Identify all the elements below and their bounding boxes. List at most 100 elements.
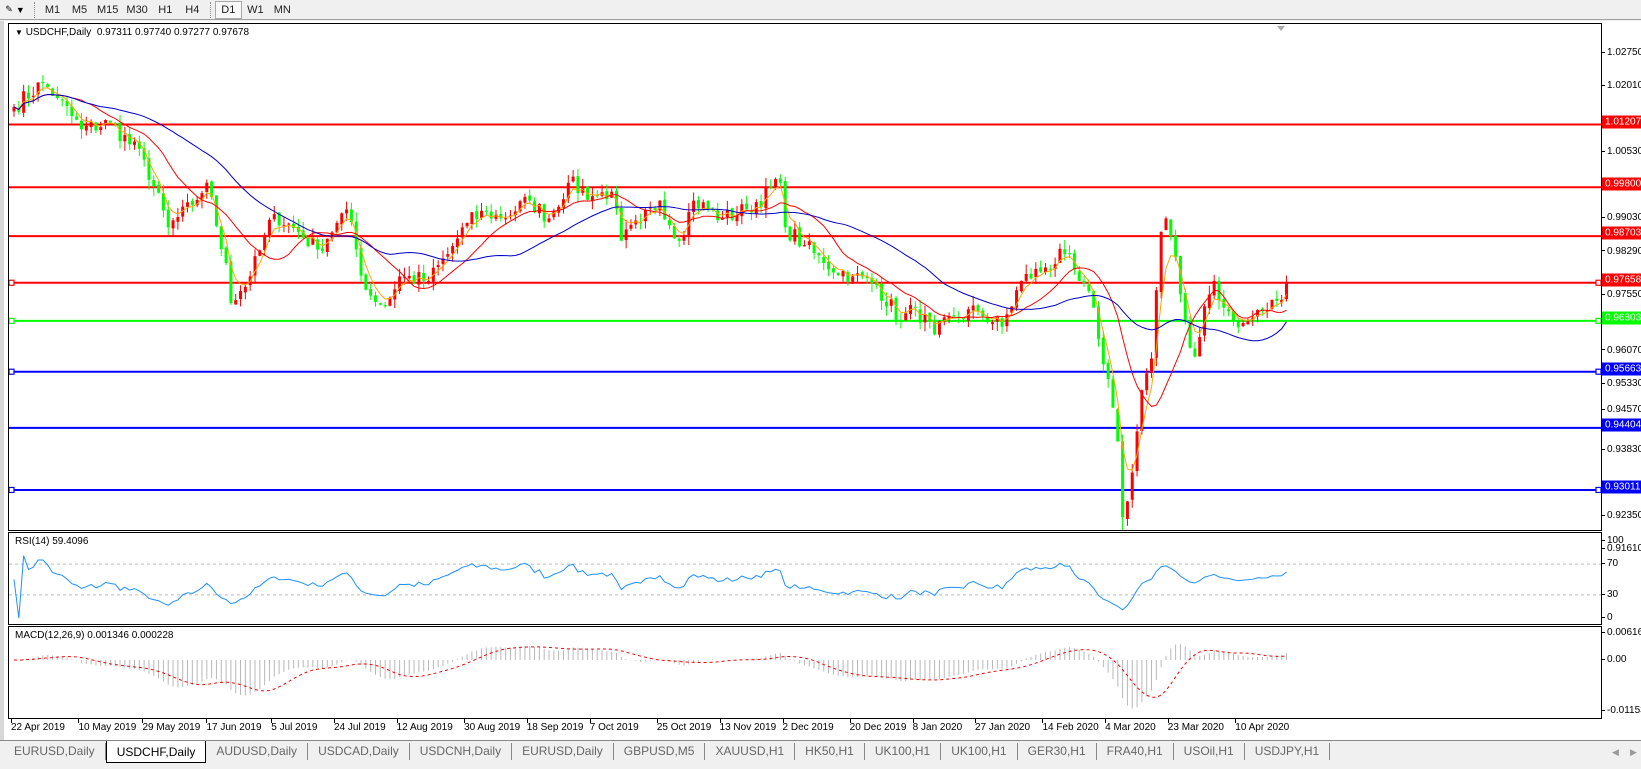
candle xyxy=(1275,290,1279,308)
candle xyxy=(455,230,459,254)
level-handle[interactable] xyxy=(1595,317,1601,324)
macd-pane[interactable]: MACD(12,26,9) 0.001346 0.000228 xyxy=(8,626,1602,719)
chart-tab[interactable]: AUDUSD,Daily xyxy=(206,743,309,760)
candle-body xyxy=(937,321,941,335)
timeframe-h4-button[interactable]: H4 xyxy=(185,3,200,16)
candle xyxy=(976,303,980,316)
chart-tab[interactable]: EURUSD,Daily xyxy=(4,743,106,760)
rsi-pane[interactable]: RSI(14) 59.4096 xyxy=(8,532,1602,625)
chart-tab[interactable]: HK50,H1 xyxy=(795,743,865,760)
candle xyxy=(480,202,484,220)
timeframe-w1-button[interactable]: W1 xyxy=(247,3,264,16)
level-handle[interactable] xyxy=(9,486,15,494)
date-tick-label: 12 Aug 2019 xyxy=(396,719,453,733)
level-handle[interactable] xyxy=(1595,368,1601,375)
candle xyxy=(378,302,382,306)
candle xyxy=(489,204,493,224)
price-tick-label: 0.94570 xyxy=(1602,404,1641,416)
candle-body xyxy=(918,309,922,323)
candle-body xyxy=(557,206,561,213)
candle-body xyxy=(831,268,835,273)
timeframe-m5-button[interactable]: M5 xyxy=(71,3,88,16)
candle xyxy=(1280,294,1284,307)
chart-tab[interactable]: USOil,H1 xyxy=(1174,743,1245,760)
candle xyxy=(422,264,426,289)
candle-body xyxy=(1275,298,1279,301)
timeframe-m15-button[interactable]: M15 xyxy=(97,3,119,16)
candle-body xyxy=(1150,358,1154,373)
candle xyxy=(1241,319,1245,328)
chart-tab[interactable]: UK100,H1 xyxy=(865,743,942,760)
candle xyxy=(590,187,594,210)
chart-tab[interactable]: USDJPY,H1 xyxy=(1245,743,1331,760)
candle xyxy=(1000,317,1004,334)
candle xyxy=(26,85,30,107)
candle xyxy=(827,255,831,277)
candle-body xyxy=(378,303,382,305)
date-tick-label: 22 Apr 2019 xyxy=(11,719,65,733)
level-handle[interactable] xyxy=(9,368,15,375)
level-handle[interactable] xyxy=(9,279,15,286)
chart-tab[interactable]: FRA40,H1 xyxy=(1097,743,1174,760)
collapse-triangle-icon[interactable]: ▼ xyxy=(15,28,23,37)
candle-body xyxy=(171,220,175,229)
candle xyxy=(1207,285,1211,315)
candle xyxy=(195,196,199,208)
candle-body xyxy=(1212,280,1216,296)
candle-body xyxy=(904,313,908,321)
candle-body xyxy=(340,213,344,225)
candle xyxy=(595,189,599,199)
candle xyxy=(349,202,353,226)
candle xyxy=(624,219,628,249)
chart-tab[interactable]: XAUUSD,H1 xyxy=(705,743,796,760)
candle-body xyxy=(65,100,69,106)
date-tick-label: 23 Mar 2020 xyxy=(1167,719,1224,733)
candle-body xyxy=(89,121,93,128)
candle-body xyxy=(841,270,845,277)
timeframe-m1-button[interactable]: M1 xyxy=(44,3,61,16)
chart-tab[interactable]: USDCHF,Daily xyxy=(105,741,207,763)
symbol-label: USDCHF,Daily xyxy=(25,27,92,38)
chart-tab[interactable]: EURUSD,Daily xyxy=(512,743,614,760)
candle xyxy=(788,225,792,243)
candle xyxy=(475,205,479,228)
candle-body xyxy=(576,176,580,194)
price-tick-label: 1.02750 xyxy=(1602,47,1641,59)
chart-tab[interactable]: UK100,H1 xyxy=(941,743,1018,760)
candle xyxy=(581,178,585,196)
timeframe-toolbar: ✎ ▼ M1 M5 M15 M30 H1 H4 D1 W1 MN xyxy=(0,0,1641,20)
chart-tab[interactable]: GBPUSD,M5 xyxy=(614,743,706,760)
price-pane[interactable]: ▼ USDCHF,Daily 0.97311 0.97740 0.97277 0… xyxy=(8,23,1602,531)
candle-body xyxy=(51,88,55,96)
macd-tick-label: 0.006167 xyxy=(1602,627,1641,639)
price-axis[interactable]: 1.01207 0.99800 0.98703 0.97658 0.96803 0.956… xyxy=(1602,23,1641,554)
timeframe-m30-button[interactable]: M30 xyxy=(126,3,148,16)
level-handle[interactable] xyxy=(1595,279,1601,286)
chart-tab[interactable]: USDCAD,Daily xyxy=(308,743,410,760)
candle-body xyxy=(369,288,373,296)
candle xyxy=(822,248,826,271)
drawing-tools-dropdown[interactable]: ✎ ▼ xyxy=(0,1,30,19)
level-handle[interactable] xyxy=(1595,486,1601,494)
candle xyxy=(706,199,710,213)
candle-body xyxy=(812,242,816,253)
candle xyxy=(745,195,749,210)
chart-tab[interactable]: GER30,H1 xyxy=(1018,743,1097,760)
price-chart xyxy=(9,26,1601,530)
candle xyxy=(677,234,681,247)
rsi-tick-label: 100 xyxy=(1602,535,1624,547)
candle xyxy=(1063,239,1067,261)
timeframe-mn-button[interactable]: MN xyxy=(273,3,291,16)
timeframe-d1-button[interactable]: D1 xyxy=(214,0,242,19)
scroll-left-icon[interactable]: ◀ xyxy=(1612,747,1619,757)
level-price-label: 1.01207 xyxy=(1602,115,1641,128)
candle-body xyxy=(802,245,806,247)
scroll-right-icon[interactable]: ▶ xyxy=(1630,747,1637,757)
timeframe-h1-button[interactable]: H1 xyxy=(158,3,173,16)
chart-shift-marker-icon[interactable] xyxy=(1277,26,1285,31)
candle-body xyxy=(205,182,209,193)
chart-tab[interactable]: USDCNH,Daily xyxy=(410,743,513,760)
candle-body xyxy=(1241,323,1245,327)
level-handle[interactable] xyxy=(9,317,15,324)
candle-body xyxy=(123,135,127,142)
